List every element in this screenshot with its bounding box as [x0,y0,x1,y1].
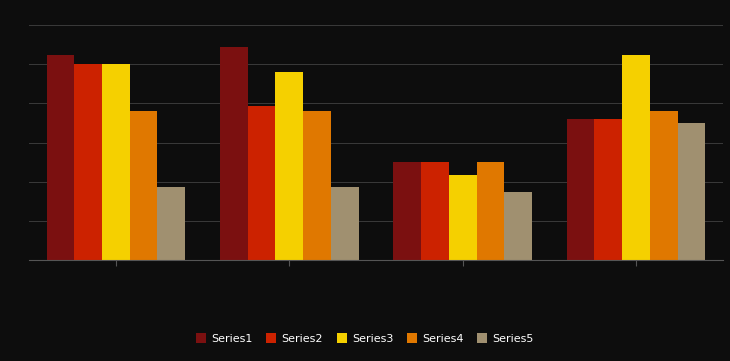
Bar [102,64,130,260]
Bar [47,55,74,260]
Bar [594,119,622,260]
Bar [74,64,102,260]
Bar [421,162,449,260]
Bar [247,106,275,260]
Bar [220,47,247,260]
Bar [677,123,705,260]
Bar [275,72,303,260]
Bar [130,110,158,260]
Bar [566,119,594,260]
Bar [622,55,650,260]
Bar [504,192,532,260]
Bar [650,110,677,260]
Bar [331,187,358,260]
Bar [477,162,504,260]
Bar [449,175,477,260]
Bar [158,187,185,260]
Bar [303,110,331,260]
Legend: Series1, Series2, Series3, Series4, Series5: Series1, Series2, Series3, Series4, Seri… [191,329,539,348]
Bar [393,162,421,260]
